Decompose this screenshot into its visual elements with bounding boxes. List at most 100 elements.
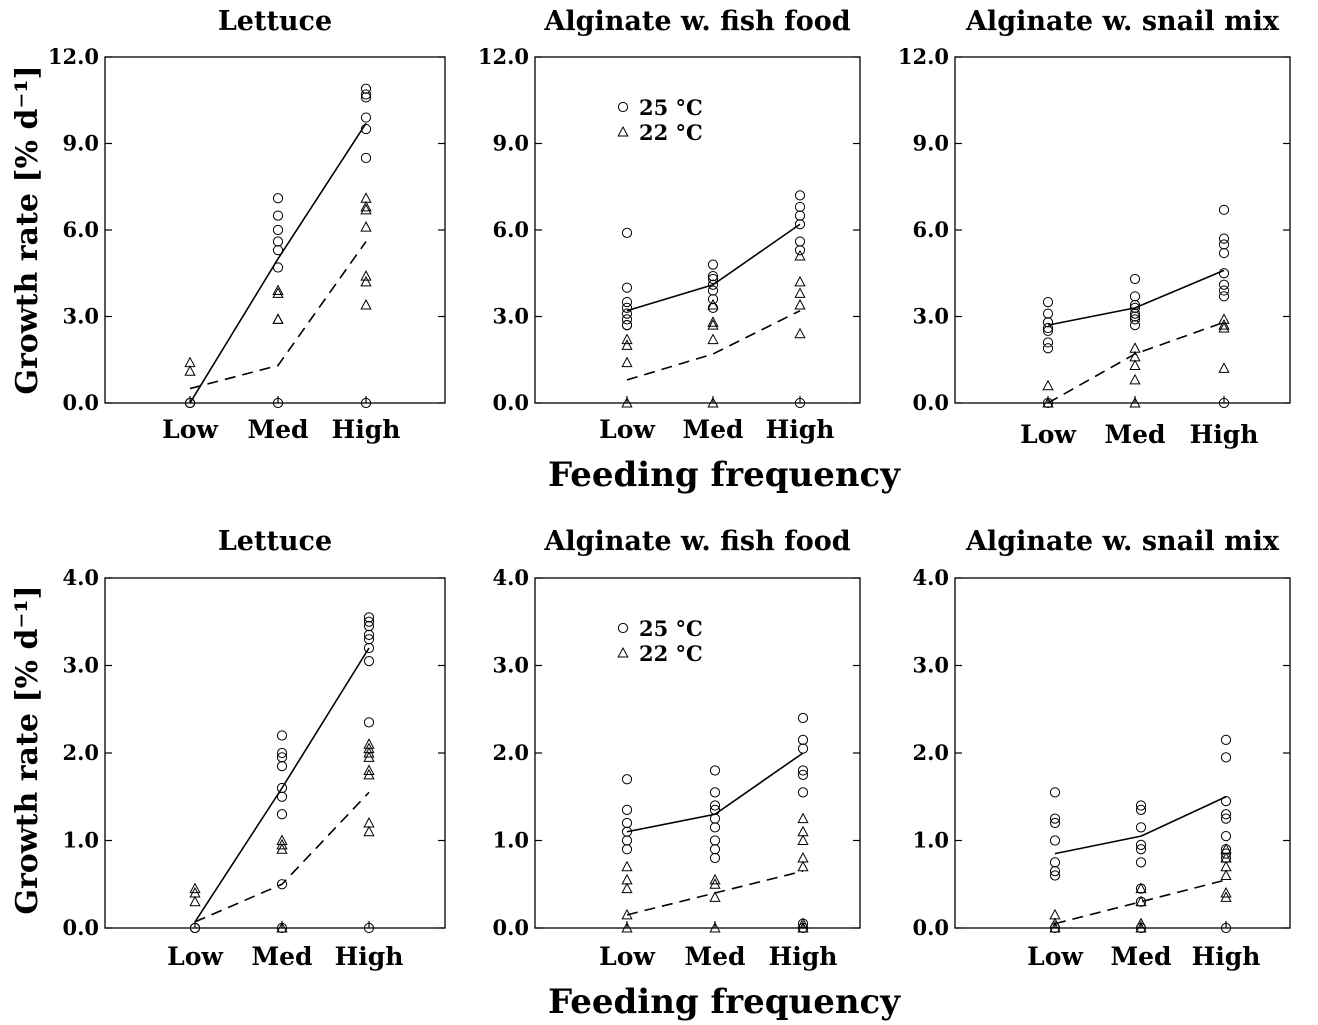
data-point-triangle	[184, 365, 196, 376]
data-point-circle	[707, 294, 719, 305]
data-point-circle	[1220, 809, 1232, 820]
data-point-circle	[272, 262, 284, 273]
data-point-triangle	[621, 921, 633, 933]
data-point-triangle	[797, 917, 809, 929]
data-point-circle	[707, 302, 719, 313]
data-point-triangle	[360, 203, 372, 215]
data-point-circle	[621, 227, 633, 238]
data-point-circle	[272, 397, 284, 409]
data-point-triangle	[707, 298, 719, 310]
data-point-circle	[707, 271, 719, 282]
y-tick-label: 3.0	[912, 653, 949, 678]
legend-label-25c: 25 °C	[639, 95, 703, 120]
data-point-circle	[1218, 247, 1230, 259]
data-point-circle	[1220, 813, 1232, 824]
data-point-circle	[621, 314, 633, 325]
data-point-circle	[1042, 343, 1054, 354]
y-tick-label: 1.0	[492, 828, 529, 853]
y-axis-label-bottom: Growth rate [% d⁻¹]	[10, 585, 45, 914]
y-tick-label: 0.0	[492, 390, 529, 415]
data-point-circle	[1042, 308, 1054, 319]
data-point-circle	[363, 656, 375, 667]
data-point-circle	[1220, 922, 1232, 934]
data-point-triangle	[276, 838, 288, 850]
series-line-22-c	[194, 791, 370, 923]
legend-label-25c: 25 °C	[639, 616, 703, 641]
panel-4: Lettuce 0.0 1.0 2.0 3.0 4.0 Low Med High	[62, 526, 446, 971]
series-line-25-c	[189, 122, 367, 404]
data-point-circle	[1218, 268, 1230, 279]
data-point-circle	[621, 835, 633, 846]
data-point-circle	[794, 397, 806, 409]
data-point-triangle	[797, 825, 809, 837]
data-point-triangle	[1129, 373, 1141, 385]
data-point-triangle	[189, 895, 201, 907]
x-tick-label-low: Low	[162, 415, 219, 444]
data-point-triangle	[707, 396, 719, 408]
data-point-circle	[709, 765, 721, 776]
data-point-triangle	[272, 313, 284, 324]
data-point-triangle	[189, 882, 201, 894]
data-point-triangle	[707, 316, 719, 327]
series-line-25-c	[1054, 796, 1227, 855]
x-tick-label-high: High	[766, 415, 835, 444]
data-point-circle	[797, 787, 809, 798]
data-point-circle	[707, 279, 719, 290]
y-tick-label: 12.0	[478, 44, 529, 69]
y-tick-label: 0.0	[62, 390, 99, 415]
y-tick-label: 3.0	[912, 304, 949, 329]
data-point-circle	[1042, 317, 1054, 328]
data-point-circle	[360, 83, 372, 94]
data-point-triangle	[1135, 921, 1147, 933]
data-point-circle	[709, 844, 721, 855]
data-point-circle	[1129, 314, 1141, 325]
data-point-circle	[794, 190, 806, 201]
data-point-circle	[360, 397, 372, 409]
y-tick-label: 4.0	[492, 565, 529, 590]
data-point-circle	[360, 112, 372, 123]
x-tick-label-med: Med	[247, 415, 308, 444]
data-point-triangle	[1135, 882, 1147, 894]
plot-frame	[954, 577, 1291, 929]
panel-title: Alginate w. fish food	[543, 6, 850, 37]
panel-title: Alginate w. snail mix	[965, 526, 1280, 557]
data-point-triangle	[360, 200, 372, 212]
data-point-circle	[621, 302, 633, 313]
data-point-triangle	[1220, 886, 1232, 898]
legend-label-22c: 22 °C	[639, 641, 703, 666]
data-point-circle	[276, 809, 288, 820]
data-point-circle	[272, 210, 284, 221]
data-point-circle	[709, 800, 721, 811]
data-point-triangle	[709, 878, 721, 889]
data-point-triangle	[621, 873, 633, 885]
data-point-triangle	[276, 921, 288, 933]
data-point-triangle	[707, 319, 719, 330]
data-point-triangle	[1135, 917, 1147, 929]
data-point-triangle	[276, 843, 288, 854]
data-point-triangle	[797, 851, 809, 863]
data-point-circle	[1129, 308, 1141, 319]
data-point-triangle	[1049, 908, 1061, 920]
data-point-circle	[189, 922, 201, 934]
data-point-circle	[621, 817, 633, 829]
data-point-circle	[709, 835, 721, 846]
y-tick-label: 9.0	[62, 131, 99, 156]
data-point-triangle	[363, 764, 375, 775]
legend-circle-icon	[617, 101, 629, 113]
y-tick-label: 6.0	[912, 217, 949, 242]
data-point-circle	[1049, 866, 1061, 877]
data-point-circle	[1218, 285, 1230, 296]
data-point-triangle	[1220, 891, 1232, 902]
data-point-circle	[797, 769, 809, 780]
data-point-circle	[1218, 397, 1230, 409]
data-point-circle	[621, 282, 633, 293]
data-point-triangle	[709, 891, 721, 902]
x-tick-label-low: Low	[599, 415, 656, 444]
data-point-circle	[360, 92, 372, 103]
data-point-circle	[1129, 299, 1141, 311]
series-line-25-c	[626, 223, 801, 312]
y-tick-label: 6.0	[62, 217, 99, 242]
data-point-circle	[1049, 870, 1061, 881]
data-point-circle	[707, 273, 719, 285]
data-point-circle	[1129, 291, 1141, 302]
